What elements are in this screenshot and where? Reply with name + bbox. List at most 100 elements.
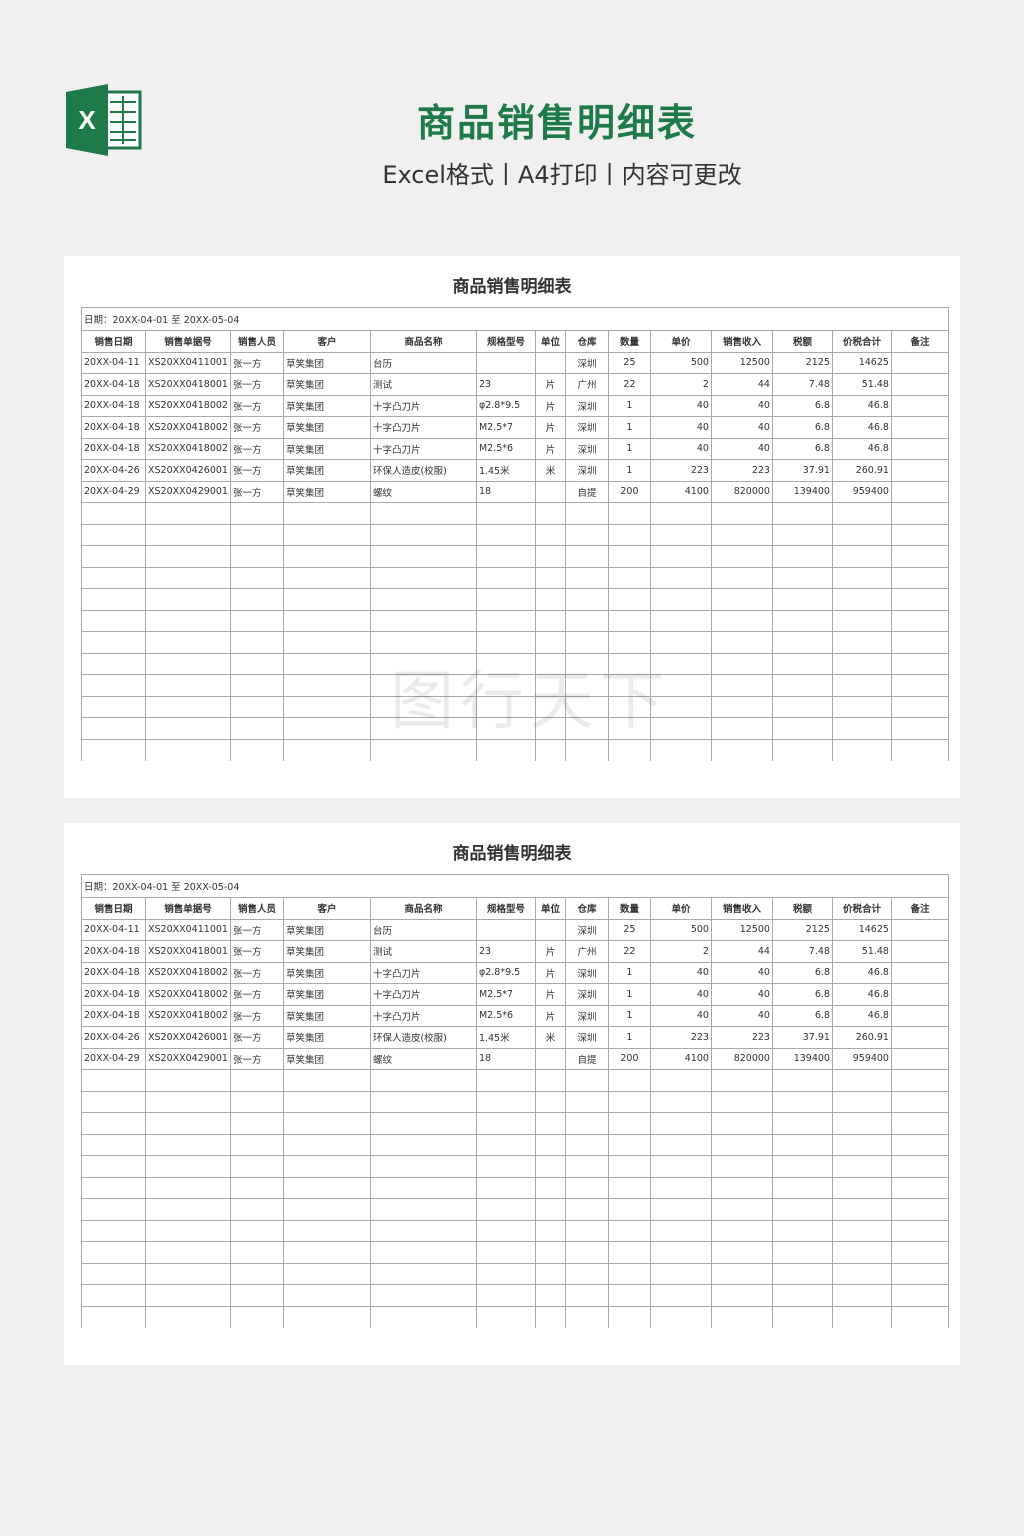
cell	[564, 1198, 609, 1221]
cell	[369, 1284, 477, 1307]
cell: 草笑集团	[282, 394, 371, 417]
column-header: 客户	[282, 330, 371, 353]
cell	[81, 1241, 146, 1264]
cell	[145, 1198, 231, 1221]
cell	[831, 652, 892, 675]
cell: 223	[710, 1026, 773, 1049]
cell	[229, 1262, 284, 1285]
cell: M2.5*6	[475, 1004, 536, 1027]
table-row	[81, 631, 949, 654]
cell: 6.8	[771, 416, 833, 439]
cell: 张一方	[229, 459, 284, 482]
cell: XS20XX0429001	[145, 1047, 231, 1070]
watermark: 图行天下	[390, 665, 670, 739]
cell: 1	[607, 983, 651, 1006]
cell: 深圳	[564, 351, 609, 374]
cell	[81, 545, 146, 568]
cell: 深圳	[564, 918, 609, 941]
cell	[81, 1133, 146, 1156]
cell	[534, 609, 566, 632]
cell	[607, 1241, 651, 1264]
table-row	[81, 1219, 949, 1242]
cell: 广州	[564, 940, 609, 963]
cell: 20XX-04-18	[81, 1004, 146, 1027]
cell	[831, 1241, 892, 1264]
cell	[649, 588, 712, 611]
cell	[475, 523, 536, 546]
cell	[534, 1198, 566, 1221]
cell	[282, 502, 371, 525]
cell	[282, 1176, 371, 1199]
cell	[649, 1284, 712, 1307]
cell	[890, 1219, 949, 1242]
cell	[710, 1090, 773, 1113]
cell	[282, 1133, 371, 1156]
cell	[229, 631, 284, 654]
cell	[145, 652, 231, 675]
cell: 张一方	[229, 351, 284, 374]
cell	[890, 1262, 949, 1285]
cell	[369, 1112, 477, 1135]
table-row	[81, 545, 949, 568]
cell	[607, 1262, 651, 1285]
table-row: 20XX-04-26 XS20XX0426001 张一方 草笑集团 环保人造皮(校服) 1…	[81, 1026, 949, 1049]
cell	[890, 983, 949, 1006]
column-header: 单位	[534, 897, 566, 920]
cell	[564, 1133, 609, 1156]
cell	[81, 1305, 146, 1328]
cell: 十字凸刀片	[369, 983, 477, 1006]
cell: 40	[649, 416, 712, 439]
cell	[81, 609, 146, 632]
cell: 草笑集团	[282, 1047, 371, 1070]
cell: XS20XX0411001	[145, 351, 231, 374]
cell	[282, 652, 371, 675]
cell	[369, 1241, 477, 1264]
table-row: 20XX-04-18 XS20XX0418002 张一方 草笑集团 十字凸刀片 φ2.8*…	[81, 394, 949, 417]
cell: 820000	[710, 1047, 773, 1070]
cell: φ2.8*9.5	[475, 961, 536, 984]
cell	[710, 1176, 773, 1199]
cell: 18	[475, 480, 536, 503]
cell	[890, 1026, 949, 1049]
cell: 223	[649, 1026, 712, 1049]
cell	[607, 1284, 651, 1307]
cell: 张一方	[229, 1026, 284, 1049]
table-row: 20XX-04-18 XS20XX0418002 张一方 草笑集团 十字凸刀片 φ2.8*…	[81, 961, 949, 984]
table-row: 20XX-04-29 XS20XX0429001 张一方 草笑集团 螺纹 18 自提 200 4…	[81, 480, 949, 503]
cell	[229, 1069, 284, 1092]
cell: 1	[607, 394, 651, 417]
cell	[81, 1219, 146, 1242]
column-header: 商品名称	[369, 897, 477, 920]
cell: 40	[649, 394, 712, 417]
table-row	[81, 1305, 949, 1328]
cell	[229, 695, 284, 718]
cell	[564, 545, 609, 568]
column-header: 销售日期	[81, 330, 146, 353]
cell	[831, 502, 892, 525]
table-row: 20XX-04-18 XS20XX0418002 张一方 草笑集团 十字凸刀片 M2.5*…	[81, 983, 949, 1006]
cell	[564, 1090, 609, 1113]
cell: 环保人造皮(校服)	[369, 1026, 477, 1049]
cell	[771, 1112, 833, 1135]
table: 日期：20XX-04-01 至 20XX-05-04 销售日期 销售单据号 销售人员客…	[81, 874, 949, 1328]
column-header: 销售收入	[710, 330, 773, 353]
cell	[534, 1112, 566, 1135]
table-row: 20XX-04-26 XS20XX0426001 张一方 草笑集团 环保人造皮(校服) 1…	[81, 459, 949, 482]
cell: 20XX-04-29	[81, 1047, 146, 1070]
cell: 223	[649, 459, 712, 482]
cell	[831, 1090, 892, 1113]
cell	[710, 523, 773, 546]
cell	[229, 1133, 284, 1156]
cell	[710, 738, 773, 761]
cell	[475, 566, 536, 589]
cell	[534, 1219, 566, 1242]
cell: XS20XX0418001	[145, 373, 231, 396]
cell	[831, 674, 892, 697]
cell	[534, 918, 566, 941]
column-header: 销售人员	[229, 330, 284, 353]
cell	[607, 588, 651, 611]
cell	[534, 1284, 566, 1307]
cell: 20XX-04-18	[81, 940, 146, 963]
cell: 14625	[831, 918, 892, 941]
cell	[890, 1155, 949, 1178]
